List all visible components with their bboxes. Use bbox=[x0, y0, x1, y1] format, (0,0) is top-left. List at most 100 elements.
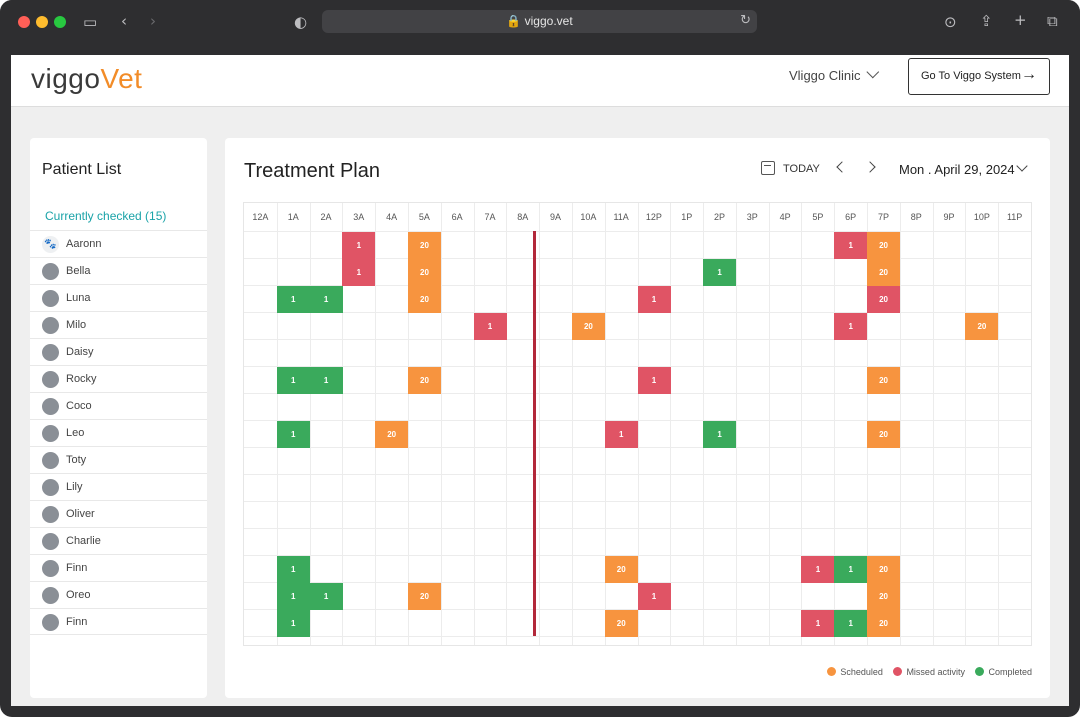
previous-day-icon[interactable] bbox=[836, 161, 848, 173]
hour-header: 4P bbox=[779, 212, 791, 222]
hour-header: 10P bbox=[973, 212, 990, 222]
patient-row[interactable]: Lily bbox=[30, 473, 207, 500]
activity-cell-scheduled[interactable]: 20 bbox=[407, 583, 441, 610]
patient-row[interactable]: Oreo bbox=[30, 581, 207, 608]
hour-header: 5P bbox=[812, 212, 824, 222]
patient-row[interactable]: 🐾 Aaronn bbox=[30, 230, 207, 257]
activity-cell-scheduled[interactable]: 20 bbox=[867, 259, 901, 286]
browser-toolbar: ▭ ‹ › ◐ 🔒 viggo.vet ↻ ⊙ ⇪ + ⧉ bbox=[0, 0, 1080, 44]
patient-name: Bella bbox=[66, 265, 91, 277]
pet-avatar bbox=[42, 479, 59, 496]
activity-cell-missed[interactable]: 1 bbox=[801, 610, 835, 637]
close-window-button[interactable] bbox=[18, 16, 30, 28]
hour-header: 3A bbox=[353, 212, 365, 222]
forward-icon[interactable]: › bbox=[150, 12, 156, 30]
reload-icon[interactable]: ↻ bbox=[740, 13, 751, 28]
activity-cell-completed[interactable]: 1 bbox=[276, 286, 310, 313]
activity-cell-completed[interactable]: 1 bbox=[276, 556, 310, 583]
activity-cell-missed[interactable]: 1 bbox=[342, 232, 376, 259]
activity-cell-scheduled[interactable]: 20 bbox=[604, 556, 638, 583]
currently-checked-count[interactable]: Currently checked (15) bbox=[45, 209, 167, 223]
current-date[interactable]: Mon . April 29, 2024 bbox=[899, 162, 1015, 177]
zoom-window-button[interactable] bbox=[54, 16, 66, 28]
activity-cell-missed[interactable]: 1 bbox=[637, 367, 671, 394]
address-bar[interactable]: 🔒 viggo.vet ↻ bbox=[322, 10, 757, 33]
patient-row[interactable]: Finn bbox=[30, 608, 207, 635]
patient-row[interactable]: Toty bbox=[30, 446, 207, 473]
chevron-down-icon[interactable] bbox=[1016, 160, 1028, 172]
patient-row[interactable]: Rocky bbox=[30, 365, 207, 392]
activity-cell-completed[interactable]: 1 bbox=[276, 367, 310, 394]
patient-row[interactable]: Luna bbox=[30, 284, 207, 311]
activity-cell-scheduled[interactable]: 20 bbox=[407, 259, 441, 286]
activity-cell-missed[interactable]: 1 bbox=[637, 286, 671, 313]
download-icon[interactable]: ⊙ bbox=[944, 13, 957, 31]
activity-cell-completed[interactable]: 1 bbox=[276, 610, 310, 637]
url-value: viggo.vet bbox=[524, 14, 573, 28]
clinic-selector[interactable]: Vliggo Clinic bbox=[789, 65, 879, 83]
activity-cell-completed[interactable]: 1 bbox=[276, 583, 310, 610]
activity-cell-completed[interactable]: 1 bbox=[834, 610, 868, 637]
tabs-overview-icon[interactable]: ⧉ bbox=[1047, 12, 1058, 30]
patient-row[interactable]: Coco bbox=[30, 392, 207, 419]
grid-column-divider bbox=[407, 203, 409, 645]
sidebar-toggle-icon[interactable]: ▭ bbox=[83, 13, 98, 31]
activity-cell-scheduled[interactable]: 20 bbox=[407, 286, 441, 313]
shield-icon[interactable]: ◐ bbox=[294, 13, 308, 31]
scheduled-dot-icon bbox=[827, 667, 837, 676]
activity-cell-scheduled[interactable]: 20 bbox=[867, 232, 901, 259]
activity-cell-scheduled[interactable]: 20 bbox=[375, 421, 409, 448]
hour-header: 5A bbox=[418, 212, 430, 222]
calendar-icon[interactable] bbox=[761, 161, 775, 175]
new-tab-icon[interactable]: + bbox=[1014, 11, 1027, 29]
activity-cell-scheduled[interactable]: 20 bbox=[867, 610, 901, 637]
activity-cell-missed[interactable]: 20 bbox=[867, 286, 901, 313]
activity-cell-completed[interactable]: 1 bbox=[834, 556, 868, 583]
patient-row[interactable]: Bella bbox=[30, 257, 207, 284]
patient-row[interactable]: Charlie bbox=[30, 527, 207, 554]
grid-row-divider bbox=[244, 474, 1031, 475]
hour-header: 10A bbox=[580, 212, 597, 222]
patient-row[interactable]: Daisy bbox=[30, 338, 207, 365]
next-day-icon[interactable] bbox=[864, 161, 876, 173]
activity-cell-scheduled[interactable]: 20 bbox=[867, 556, 901, 583]
activity-cell-missed[interactable]: 1 bbox=[473, 313, 507, 340]
minimize-window-button[interactable] bbox=[36, 16, 48, 28]
activity-cell-scheduled[interactable]: 20 bbox=[407, 232, 441, 259]
hour-header: 11P bbox=[1006, 212, 1023, 222]
today-button[interactable]: TODAY bbox=[783, 163, 820, 175]
patient-row[interactable]: Leo bbox=[30, 419, 207, 446]
go-to-system-button[interactable]: Go To Viggo System → bbox=[908, 58, 1050, 95]
activity-cell-missed[interactable]: 1 bbox=[637, 583, 671, 610]
patient-row[interactable]: Milo bbox=[30, 311, 207, 338]
grid-column-divider bbox=[637, 203, 639, 645]
activity-cell-scheduled[interactable]: 20 bbox=[604, 610, 638, 637]
activity-cell-missed[interactable]: 1 bbox=[834, 232, 868, 259]
grid-column-divider bbox=[932, 203, 934, 645]
activity-cell-missed[interactable]: 1 bbox=[604, 421, 638, 448]
activity-cell-completed[interactable]: 1 bbox=[276, 421, 310, 448]
activity-cell-scheduled[interactable]: 20 bbox=[867, 367, 901, 394]
share-icon[interactable]: ⇪ bbox=[980, 12, 993, 30]
viggovet-logo[interactable]: viggoVet bbox=[31, 63, 142, 95]
activity-cell-scheduled[interactable]: 20 bbox=[867, 583, 901, 610]
activity-cell-missed[interactable]: 1 bbox=[801, 556, 835, 583]
patient-name: Luna bbox=[66, 292, 91, 304]
activity-cell-completed[interactable]: 1 bbox=[309, 286, 343, 313]
legend-missed: Missed activity bbox=[893, 667, 965, 677]
activity-cell-completed[interactable]: 1 bbox=[309, 367, 343, 394]
activity-cell-scheduled[interactable]: 20 bbox=[867, 421, 901, 448]
activity-cell-missed[interactable]: 1 bbox=[342, 259, 376, 286]
activity-cell-scheduled[interactable]: 20 bbox=[965, 313, 999, 340]
grid-row-divider bbox=[244, 528, 1031, 529]
patient-row[interactable]: Oliver bbox=[30, 500, 207, 527]
activity-cell-scheduled[interactable]: 20 bbox=[571, 313, 605, 340]
activity-cell-scheduled[interactable]: 20 bbox=[407, 367, 441, 394]
activity-cell-completed[interactable]: 1 bbox=[703, 259, 737, 286]
patient-row[interactable]: Finn bbox=[30, 554, 207, 581]
activity-cell-missed[interactable]: 1 bbox=[834, 313, 868, 340]
back-icon[interactable]: ‹ bbox=[121, 12, 127, 30]
activity-cell-completed[interactable]: 1 bbox=[703, 421, 737, 448]
activity-cell-completed[interactable]: 1 bbox=[309, 583, 343, 610]
grid-column-divider bbox=[440, 203, 442, 645]
